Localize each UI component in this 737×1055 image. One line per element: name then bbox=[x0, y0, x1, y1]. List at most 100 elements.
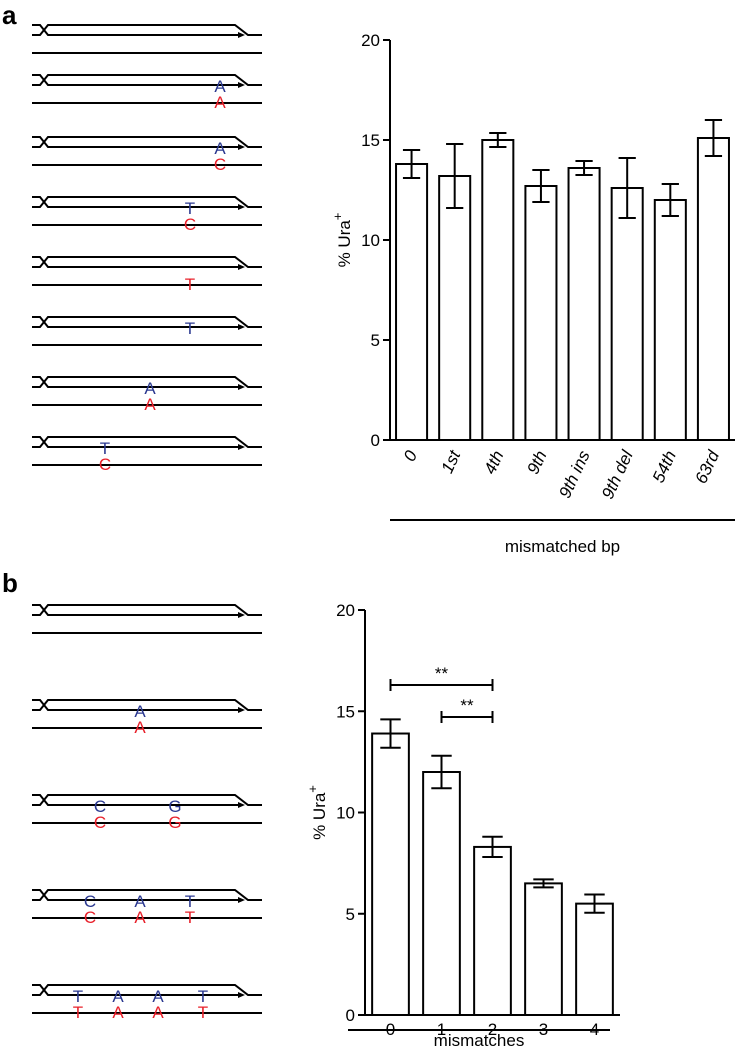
strand bbox=[32, 196, 238, 208]
x-tick-label: 9th bbox=[523, 448, 550, 477]
strand bbox=[32, 376, 262, 388]
strand bbox=[32, 24, 238, 36]
bar bbox=[696, 137, 730, 441]
base-top: C bbox=[94, 797, 106, 816]
strand bbox=[32, 136, 238, 148]
strand bbox=[32, 376, 238, 388]
y-axis-label-sup: + bbox=[330, 213, 345, 221]
base-bottom: T bbox=[73, 1003, 83, 1022]
x-tick-label: 1st bbox=[438, 447, 465, 477]
x-tick-label: 9th ins bbox=[555, 447, 594, 501]
strand bbox=[32, 889, 262, 901]
strand bbox=[32, 699, 262, 711]
bar bbox=[567, 167, 601, 441]
arrowhead bbox=[238, 32, 245, 38]
arrowhead bbox=[238, 992, 245, 998]
arrowhead bbox=[238, 324, 245, 330]
strand bbox=[32, 604, 238, 616]
base-bottom: T bbox=[185, 275, 195, 294]
y-tick-label: 0 bbox=[346, 1006, 355, 1025]
x-axis-label: mismatches bbox=[434, 1031, 525, 1050]
strand bbox=[32, 436, 262, 448]
x-tick-label: 63rd bbox=[691, 447, 723, 486]
bar bbox=[371, 732, 410, 1017]
panel-label: a bbox=[2, 0, 17, 30]
y-tick-label: 5 bbox=[371, 331, 380, 350]
strand bbox=[32, 984, 238, 996]
error-bar bbox=[431, 754, 452, 790]
strand bbox=[32, 136, 262, 148]
base-bottom: A bbox=[134, 908, 146, 927]
y-tick-label: 10 bbox=[361, 231, 380, 250]
base-bottom: T bbox=[185, 908, 195, 927]
arrowhead bbox=[238, 144, 245, 150]
bar bbox=[575, 902, 614, 1016]
base-top: C bbox=[84, 892, 96, 911]
y-tick-label: 0 bbox=[371, 431, 380, 450]
base-top: A bbox=[134, 892, 146, 911]
arrowhead bbox=[238, 444, 245, 450]
base-bottom: A bbox=[112, 1003, 124, 1022]
strand bbox=[32, 74, 238, 86]
y-tick-label: 10 bbox=[336, 804, 355, 823]
arrowhead bbox=[238, 612, 245, 618]
bar bbox=[395, 163, 429, 441]
base-bottom: C bbox=[184, 215, 196, 234]
strand bbox=[32, 74, 262, 86]
error-bar bbox=[661, 183, 679, 217]
x-axis-label: mismatched bp bbox=[505, 537, 620, 556]
arrowhead bbox=[238, 82, 245, 88]
base-top: T bbox=[185, 319, 195, 338]
strand bbox=[32, 889, 238, 901]
base-bottom: A bbox=[144, 395, 156, 414]
significance-bracket bbox=[389, 679, 494, 691]
bar bbox=[473, 845, 512, 1016]
bar bbox=[524, 185, 558, 441]
strand bbox=[32, 24, 262, 36]
base-bottom: C bbox=[99, 455, 111, 474]
base-bottom: A bbox=[214, 93, 226, 112]
bar bbox=[422, 771, 461, 1016]
strand bbox=[32, 794, 238, 806]
error-bar bbox=[446, 143, 464, 209]
y-tick-label: 15 bbox=[361, 131, 380, 150]
error-bar bbox=[533, 878, 554, 889]
base-top: A bbox=[152, 987, 164, 1006]
strand bbox=[32, 984, 262, 996]
y-tick-label: 15 bbox=[336, 702, 355, 721]
y-axis-label: % Ura+ bbox=[330, 213, 354, 268]
y-axis-label-text: % Ura bbox=[335, 220, 354, 268]
y-axis-label-text: % Ura bbox=[310, 792, 329, 840]
base-bottom: C bbox=[214, 155, 226, 174]
base-top: T bbox=[73, 987, 83, 1006]
base-top: A bbox=[144, 379, 156, 398]
arrowhead bbox=[238, 707, 245, 713]
base-bottom: A bbox=[152, 1003, 164, 1022]
error-bar bbox=[482, 835, 503, 859]
strand bbox=[32, 436, 238, 448]
strand bbox=[32, 604, 262, 616]
panel-label: b bbox=[2, 568, 18, 598]
arrowhead bbox=[238, 802, 245, 808]
bar bbox=[653, 199, 687, 441]
error-bar bbox=[489, 132, 507, 148]
base-bottom: C bbox=[84, 908, 96, 927]
arrowhead bbox=[238, 204, 245, 210]
base-bottom: T bbox=[198, 1003, 208, 1022]
error-bar bbox=[618, 157, 636, 219]
base-top: A bbox=[214, 77, 226, 96]
x-tick-label: 4th bbox=[480, 448, 507, 477]
error-bar bbox=[532, 169, 550, 203]
strand bbox=[32, 699, 238, 711]
significance-label: ** bbox=[460, 696, 474, 715]
strand bbox=[32, 256, 262, 268]
strand bbox=[32, 316, 262, 328]
base-bottom: G bbox=[168, 813, 181, 832]
base-top: T bbox=[185, 892, 195, 911]
strand bbox=[32, 256, 238, 268]
base-top: T bbox=[198, 987, 208, 1006]
significance-bracket bbox=[440, 711, 494, 723]
y-tick-label: 5 bbox=[346, 905, 355, 924]
y-axis-label: % Ura+ bbox=[305, 785, 329, 840]
